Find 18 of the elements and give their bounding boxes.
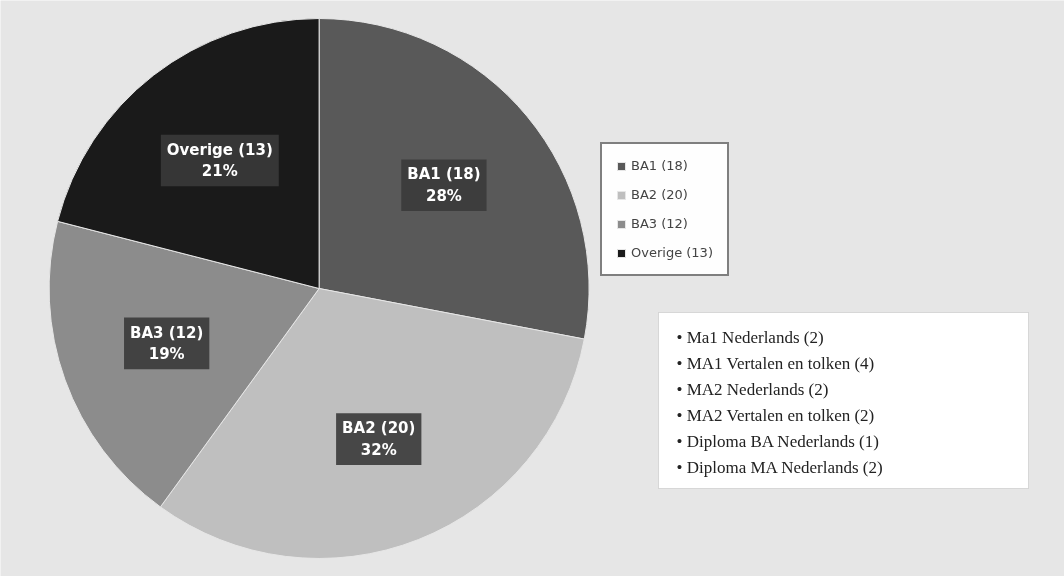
data-label: 28% (425, 187, 462, 206)
legend-label: Overige (13) (631, 245, 713, 260)
slice-label: BA2 (20) (342, 419, 416, 438)
slice-label: BA1 (18) (407, 165, 481, 184)
text: • Diploma MA Nederlands (2) (676, 457, 883, 477)
slice-label: BA3 (12) (130, 323, 204, 342)
legend-label: BA2 (20) (631, 187, 688, 202)
slice-label: Overige (13) (166, 140, 273, 159)
data-label: 19% (148, 345, 185, 364)
text: • Ma1 Nederlands (2) (676, 327, 824, 347)
data-label: 32% (360, 440, 397, 459)
text: • Diploma BA Nederlands (1) (676, 431, 879, 451)
text: • MA1 Vertalen en tolken (4) (676, 353, 875, 373)
legend-label: BA3 (12) (631, 216, 688, 231)
data-label: 21% (201, 162, 238, 181)
text: • MA2 Nederlands (2) (676, 379, 829, 399)
legend-label: BA1 (18) (631, 158, 688, 173)
text: • MA2 Vertalen en tolken (2) (676, 405, 875, 425)
